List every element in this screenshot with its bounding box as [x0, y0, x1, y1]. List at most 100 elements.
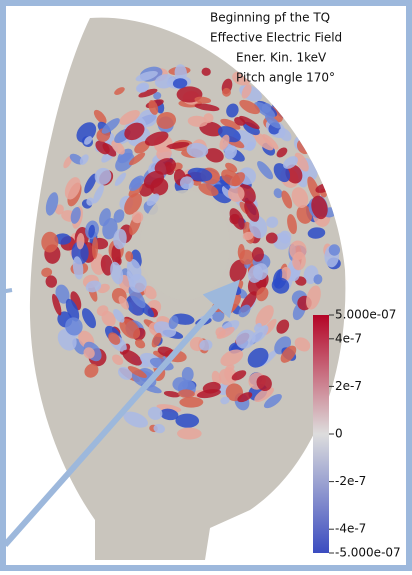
field-pattern: [41, 64, 341, 440]
field-blob: [179, 396, 204, 408]
field-blob: [172, 377, 189, 392]
field-blob: [113, 209, 125, 223]
field-blob: [130, 177, 142, 189]
field-blob: [273, 188, 283, 199]
field-blob: [102, 143, 117, 157]
field-blob: [294, 337, 311, 352]
field-blob: [220, 396, 230, 405]
field-blob: [247, 347, 269, 368]
field-blob: [108, 332, 121, 345]
field-blob: [278, 230, 292, 244]
field-blob: [239, 99, 260, 115]
field-blob: [218, 368, 234, 386]
annotation-line: Ener. Kin. 1keV: [236, 51, 327, 65]
field-blob: [194, 96, 212, 104]
field-blob: [313, 274, 323, 285]
field-blob: [127, 366, 147, 378]
field-blob: [111, 244, 121, 266]
field-blob: [291, 187, 309, 208]
field-blob: [135, 70, 158, 82]
field-blob: [264, 115, 281, 129]
tick-label: 0: [335, 427, 343, 441]
arrow: [2, 279, 240, 547]
field-blob: [179, 176, 194, 190]
field-blob: [242, 231, 254, 241]
field-blob: [96, 305, 109, 316]
field-blob: [231, 370, 247, 381]
field-blob: [118, 295, 129, 310]
field-blob: [244, 200, 260, 222]
field-blob: [172, 78, 188, 89]
field-blob: [148, 99, 159, 115]
field-blob: [237, 392, 253, 403]
field-blob: [63, 156, 72, 169]
tick-label: 4e-7: [335, 331, 362, 345]
field-blob: [94, 167, 112, 185]
field-blob: [205, 148, 224, 163]
field-blob: [70, 206, 81, 224]
tick-label: -5.000e-07: [335, 546, 401, 560]
field-blob: [222, 87, 231, 97]
field-blob: [203, 113, 214, 124]
field-blob: [261, 103, 272, 113]
annotation-line: Pitch angle 170°: [236, 71, 335, 85]
field-blob: [83, 347, 95, 359]
field-blob: [278, 128, 292, 142]
field-blob: [198, 183, 219, 196]
field-blob: [93, 109, 107, 124]
annotation-line: Effective Electric Field: [210, 31, 342, 45]
field-blob: [134, 141, 150, 154]
field-blob: [227, 185, 245, 202]
field-blob: [82, 308, 96, 329]
field-blob: [101, 118, 120, 134]
field-blob: [143, 285, 157, 300]
field-blob: [125, 251, 134, 262]
field-blob: [64, 177, 81, 200]
field-blob: [307, 176, 320, 201]
field-blob: [177, 427, 202, 440]
field-blob: [146, 193, 160, 206]
field-blob: [154, 158, 177, 175]
field-blob: [124, 193, 142, 215]
tick-label: -4e-7: [335, 522, 366, 536]
field-blob: [285, 164, 303, 184]
field-blob: [175, 413, 200, 428]
field-blob: [163, 390, 181, 398]
field-blob: [276, 319, 290, 334]
field-blob: [187, 115, 208, 127]
field-blob: [86, 197, 95, 206]
field-blob: [307, 227, 326, 239]
field-blob: [55, 284, 70, 304]
field-blob: [88, 224, 95, 238]
field-blob: [256, 375, 272, 392]
field-blob: [256, 287, 269, 302]
field-blob: [235, 329, 256, 349]
field-blob: [52, 293, 62, 316]
field-blob: [229, 259, 247, 283]
annotation-line: Beginning pf the TQ: [210, 11, 330, 25]
field-blob: [144, 131, 169, 146]
field-blob: [166, 141, 190, 149]
field-blob: [122, 349, 142, 366]
field-blob: [219, 134, 230, 150]
field-blob: [85, 280, 102, 293]
field-blob: [110, 261, 124, 285]
field-blob: [79, 154, 89, 165]
field-blob: [159, 408, 179, 421]
field-blob: [129, 152, 146, 166]
field-blob: [54, 233, 72, 245]
field-blob: [220, 118, 241, 130]
field-blob: [91, 237, 99, 259]
field-blob: [196, 389, 221, 399]
field-blob: [143, 170, 165, 189]
field-blob: [131, 211, 144, 224]
field-blob: [111, 140, 125, 155]
field-blob: [114, 87, 125, 95]
field-blob: [178, 389, 195, 398]
field-blob: [92, 184, 105, 204]
field-blob: [263, 394, 282, 409]
field-blob: [225, 383, 244, 402]
field-blob: [280, 266, 291, 282]
field-blob: [251, 325, 269, 343]
field-blob: [252, 132, 274, 151]
